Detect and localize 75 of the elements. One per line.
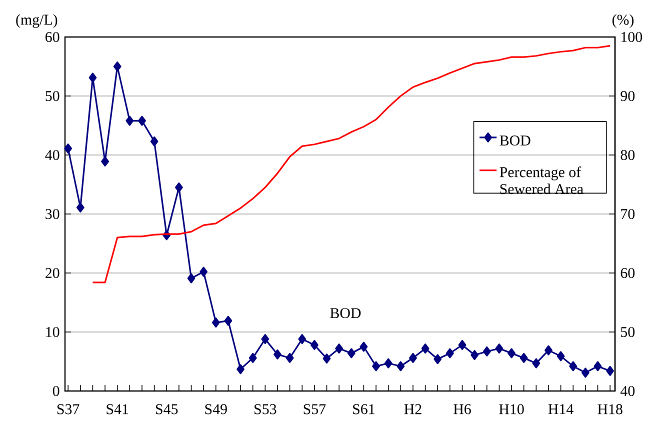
point bbox=[261, 334, 270, 344]
point bbox=[76, 202, 84, 213]
y-tick-label: 40 bbox=[45, 150, 60, 160]
point bbox=[138, 116, 146, 126]
y-tick-label: 10 bbox=[46, 326, 60, 338]
point bbox=[335, 344, 344, 354]
point bbox=[360, 342, 368, 352]
point bbox=[396, 361, 405, 372]
point bbox=[372, 361, 380, 372]
point bbox=[556, 351, 565, 362]
x-tick-label: S41 bbox=[106, 404, 128, 414]
point bbox=[594, 361, 602, 372]
annotation: BOD bbox=[330, 308, 361, 318]
point bbox=[224, 316, 232, 326]
point bbox=[212, 318, 220, 328]
x-tick-label: H6 bbox=[454, 404, 471, 414]
y2-tick-label: 70 bbox=[621, 208, 635, 220]
point bbox=[458, 340, 466, 350]
point bbox=[384, 358, 392, 368]
point bbox=[409, 352, 417, 363]
x-tick-label: S61 bbox=[353, 404, 374, 414]
point bbox=[421, 344, 430, 354]
x-tick-label: S45 bbox=[156, 404, 178, 414]
point bbox=[581, 368, 590, 378]
point bbox=[174, 182, 183, 192]
point bbox=[248, 352, 257, 363]
point bbox=[88, 72, 97, 83]
point bbox=[150, 136, 158, 146]
point bbox=[434, 354, 442, 364]
point bbox=[187, 273, 196, 284]
point bbox=[101, 156, 109, 166]
point bbox=[544, 345, 552, 356]
y2-tick-label: 40 bbox=[620, 386, 635, 396]
point bbox=[482, 346, 491, 356]
point bbox=[200, 266, 208, 277]
x-tick-label: S37 bbox=[57, 404, 80, 414]
x-tick-label: H18 bbox=[598, 404, 622, 414]
x-tick-label: H2 bbox=[404, 404, 422, 414]
y2-axis-title: (%) bbox=[612, 14, 634, 28]
y2-tick-label: 100 bbox=[622, 32, 642, 42]
point bbox=[322, 354, 331, 364]
point bbox=[126, 116, 134, 126]
x-tick-label: H10 bbox=[499, 404, 524, 414]
x-tick-label: S49 bbox=[205, 404, 227, 414]
point bbox=[495, 344, 504, 354]
x-tick-label: S53 bbox=[254, 404, 276, 414]
point bbox=[347, 348, 356, 358]
legend-label: BOD bbox=[500, 136, 530, 146]
y2-tick-label: 60 bbox=[620, 268, 635, 278]
x-tick-label: S57 bbox=[304, 404, 326, 414]
y-tick-label: 0 bbox=[52, 386, 60, 396]
point bbox=[532, 358, 540, 368]
point bbox=[298, 334, 306, 344]
point bbox=[520, 352, 528, 363]
point bbox=[310, 340, 318, 350]
y2-tick-label: 90 bbox=[620, 90, 635, 102]
y-tick-label: 50 bbox=[46, 90, 60, 102]
y-tick-label: 60 bbox=[46, 32, 60, 42]
point bbox=[569, 361, 578, 372]
point bbox=[606, 366, 614, 376]
y2-tick-label: 80 bbox=[620, 150, 635, 160]
point bbox=[286, 352, 294, 363]
point bbox=[64, 144, 72, 154]
x-tick-label: H14 bbox=[548, 404, 574, 414]
line-series bbox=[92, 45, 611, 284]
y-tick-label: 20 bbox=[46, 268, 60, 278]
point bbox=[113, 61, 122, 72]
point bbox=[446, 348, 454, 358]
point bbox=[470, 350, 479, 360]
point bbox=[508, 348, 516, 358]
point bbox=[236, 364, 244, 374]
y-tick-label: 30 bbox=[46, 208, 60, 220]
y-axis-title: (mg/L) bbox=[16, 14, 58, 28]
y2-tick-label: 50 bbox=[621, 326, 635, 338]
point bbox=[274, 349, 282, 360]
